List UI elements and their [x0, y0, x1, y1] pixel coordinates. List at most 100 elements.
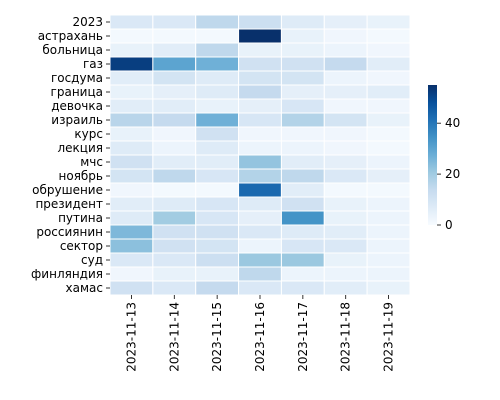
heatmap-cell [195, 84, 240, 100]
heatmap-cell [280, 266, 325, 282]
heatmap-cells [109, 14, 411, 296]
y-tick-label: президент [35, 197, 103, 211]
y-tick-label: обрушение [32, 183, 103, 197]
heatmap-cell [152, 196, 197, 212]
y-axis-labels: 2023астраханьбольницагазгосдумаграницаде… [31, 15, 110, 295]
heatmap-cell [323, 182, 368, 198]
heatmap-cell [195, 196, 240, 212]
colorbar-scale [428, 85, 437, 225]
heatmap-cell [152, 168, 197, 184]
heatmap-cell [238, 252, 282, 268]
heatmap-cell [152, 28, 197, 44]
heatmap-cell [238, 126, 282, 142]
heatmap-cell [280, 84, 325, 100]
heatmap-cell [323, 98, 368, 114]
heatmap-cell [280, 252, 325, 268]
y-tick-label: девочка [51, 99, 103, 113]
y-tick-label: мчс [80, 155, 103, 169]
y-tick-label: израиль [51, 113, 103, 127]
heatmap-cell [109, 70, 154, 86]
heatmap-cell [323, 14, 368, 30]
colorbar-tick-label: 20 [445, 167, 460, 181]
heatmap-cell [238, 210, 282, 226]
heatmap-cell [152, 14, 197, 30]
heatmap-cell [152, 182, 197, 198]
heatmap-cell [195, 140, 240, 156]
heatmap-cell [323, 210, 368, 226]
y-tick-label: суд [81, 253, 103, 267]
heatmap-cell [152, 266, 197, 282]
heatmap-cell [238, 224, 282, 240]
heatmap-cell [152, 210, 197, 226]
colorbar-tick-label: 40 [445, 116, 460, 130]
heatmap-cell [109, 280, 154, 296]
heatmap-cell [366, 140, 411, 156]
heatmap-cell [152, 84, 197, 100]
heatmap-cell [238, 238, 282, 254]
heatmap-cell [323, 126, 368, 142]
heatmap-cell [109, 266, 154, 282]
heatmap-cell [109, 42, 154, 58]
heatmap-cell [109, 224, 154, 240]
heatmap-cell [323, 56, 368, 72]
heatmap-cell [323, 154, 368, 170]
y-tick-label: хамас [66, 281, 103, 295]
heatmap-cell [195, 42, 240, 58]
heatmap-cell [323, 238, 368, 254]
heatmap-cell [238, 266, 282, 282]
heatmap-cell [109, 210, 154, 226]
heatmap-cell [366, 168, 411, 184]
heatmap-cell [238, 56, 282, 72]
x-tick-label: 2023-11-19 [382, 302, 396, 372]
heatmap-cell [195, 126, 240, 142]
heatmap-cell [323, 28, 368, 44]
x-axis-labels: 2023-11-13 2023-11-14 2023-11-15 2023-11-16… [124, 295, 396, 372]
heatmap-cell [195, 168, 240, 184]
heatmap-cell [152, 224, 197, 240]
heatmap-cell [323, 224, 368, 240]
heatmap-cell [195, 280, 240, 296]
y-tick-label: лекция [58, 141, 104, 155]
y-tick-label: 2023 [72, 15, 103, 29]
heatmap-cell [238, 196, 282, 212]
heatmap-cell [152, 70, 197, 86]
heatmap-cell [323, 112, 368, 128]
heatmap-cell [323, 280, 368, 296]
heatmap-cell [152, 154, 197, 170]
heatmap-cell [366, 28, 411, 44]
heatmap-cell [195, 224, 240, 240]
heatmap-cell [109, 28, 154, 44]
heatmap-cell [366, 14, 411, 30]
heatmap-cell [366, 98, 411, 114]
heatmap-cell [238, 112, 282, 128]
heatmap-cell [109, 252, 154, 268]
heatmap-cell [280, 70, 325, 86]
heatmap-cell [238, 84, 282, 100]
heatmap-cell [238, 98, 282, 114]
heatmap-cell [195, 56, 240, 72]
heatmap-cell [109, 154, 154, 170]
colorbar-tick-label: 0 [445, 218, 453, 232]
heatmap-cell [366, 42, 411, 58]
heatmap-cell [280, 210, 325, 226]
heatmap-cell [366, 70, 411, 86]
heatmap-cell [280, 154, 325, 170]
heatmap-cell [280, 42, 325, 58]
heatmap-cell [280, 98, 325, 114]
heatmap-cell [366, 196, 411, 212]
heatmap-cell [152, 238, 197, 254]
heatmap-cell [109, 168, 154, 184]
heatmap-cell [152, 42, 197, 58]
heatmap-cell [280, 168, 325, 184]
heatmap-cell [323, 196, 368, 212]
heatmap-cell [195, 112, 240, 128]
heatmap-cell [195, 98, 240, 114]
heatmap-cell [280, 224, 325, 240]
heatmap-cell [366, 252, 411, 268]
heatmap-cell [280, 196, 325, 212]
heatmap-cell [109, 112, 154, 128]
y-tick-label: россиянин [36, 225, 103, 239]
heatmap-cell [109, 196, 154, 212]
heatmap-cell [280, 126, 325, 142]
